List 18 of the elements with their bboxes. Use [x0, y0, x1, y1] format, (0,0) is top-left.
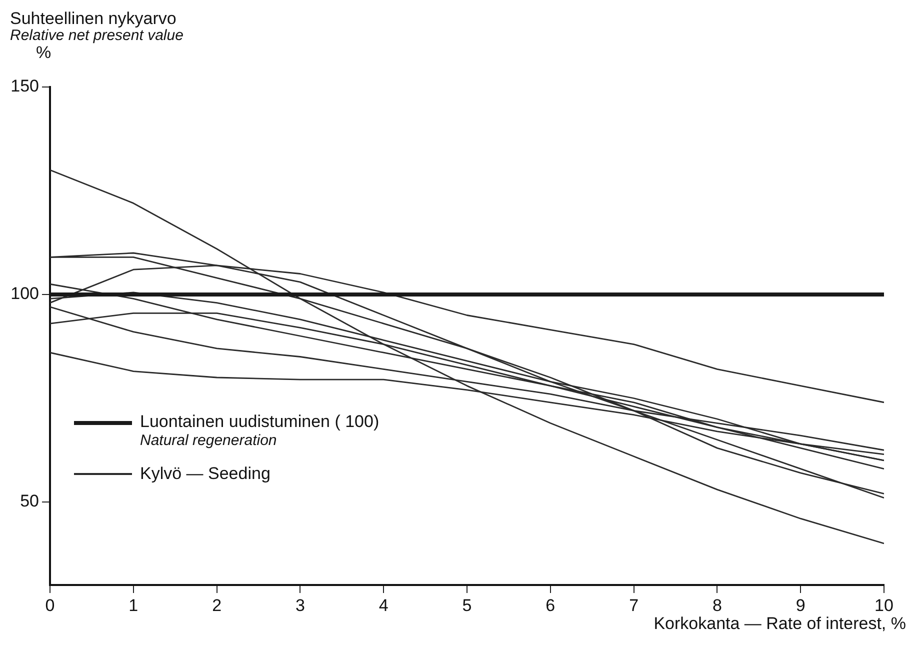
legend-label: Luontainen uudistuminen ( 100) Natural regeneration: [140, 412, 380, 450]
x-tick-label: 7: [629, 596, 639, 615]
x-tick-label: 3: [295, 596, 305, 615]
x-tick-label: 8: [712, 596, 722, 615]
y-tick-label: 150: [10, 76, 39, 96]
x-tick-label: 6: [546, 596, 556, 615]
y-tick-label: 100: [10, 284, 39, 304]
x-tick-label: 4: [378, 596, 388, 615]
y-tick-label: 50: [20, 492, 39, 511]
x-tick-label: 0: [45, 596, 55, 615]
y-axis-title: Suhteellinen nykyarvo Relative net present value %: [10, 9, 184, 62]
x-axis-title: Korkokanta — Rate of interest, %: [654, 614, 906, 634]
x-tick-label: 2: [212, 596, 222, 615]
x-tick-label: 5: [462, 596, 472, 615]
x-tick-label: 10: [874, 596, 894, 615]
x-tick-label: 9: [796, 596, 806, 615]
legend-label: Kylvö — Seeding: [140, 464, 270, 483]
x-tick-label: 1: [128, 596, 138, 615]
